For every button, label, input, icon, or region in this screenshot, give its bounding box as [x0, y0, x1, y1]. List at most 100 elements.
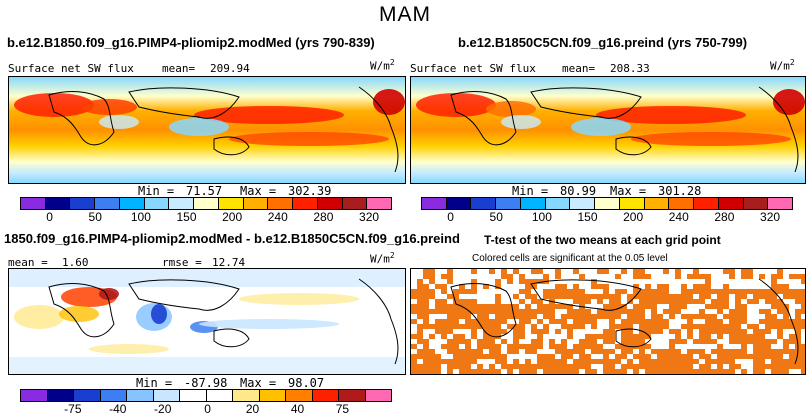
ttest-significant-cell	[537, 339, 543, 344]
ttest-significant-cell	[531, 269, 537, 274]
ttest-significant-cell	[681, 314, 687, 319]
ttest-significant-cell	[759, 369, 765, 374]
ttest-significant-cell	[657, 319, 663, 324]
ttest-significant-cell	[483, 339, 489, 344]
ttest-significant-cell	[765, 299, 771, 304]
ttest-significant-cell	[555, 364, 561, 369]
ttest-coast-africa-europe	[450, 283, 517, 338]
ttest-significant-cell	[447, 339, 453, 344]
ttest-significant-cell	[687, 289, 693, 294]
ttest-significant-cell	[537, 364, 543, 369]
ttest-significant-cell	[591, 319, 597, 324]
ttest-significant-cell	[789, 274, 795, 279]
ttest-significant-cell	[501, 269, 507, 274]
ttest-significant-cell	[525, 359, 531, 364]
ttest-significant-cell	[777, 299, 783, 304]
ttest-significant-cell	[477, 364, 483, 369]
ttest-significant-cell	[429, 274, 435, 279]
diff-map-svg	[9, 269, 405, 374]
ttest-significant-cell	[567, 324, 573, 329]
ttest-significant-cell	[663, 319, 669, 324]
case2-max-label: Max =	[610, 184, 647, 198]
case1-map	[8, 76, 406, 184]
colorbar-tick-label: 20	[245, 402, 260, 416]
ttest-significant-cell	[609, 299, 615, 304]
ttest-significant-cell	[561, 364, 567, 369]
ttest-significant-cell	[759, 339, 765, 344]
ttest-significant-cell	[669, 304, 675, 309]
diff-coast-asia	[128, 279, 240, 311]
ttest-significant-cell	[543, 294, 549, 299]
ttest-significant-cell	[729, 339, 735, 344]
ttest-significant-cell	[681, 339, 687, 344]
ttest-significant-cell	[447, 324, 453, 329]
ttest-significant-cell	[639, 364, 645, 369]
ttest-significant-cell	[471, 309, 477, 314]
ttest-significant-cell	[735, 334, 741, 339]
ttest-significant-cell	[441, 324, 447, 329]
ttest-significant-cell	[759, 359, 765, 364]
ttest-significant-cell	[723, 314, 729, 319]
ttest-significant-cell	[549, 294, 555, 299]
ttest-significant-cell	[777, 269, 783, 274]
ttest-significant-cell	[783, 344, 789, 349]
ttest-significant-cell	[561, 284, 567, 289]
ttest-significant-cell	[459, 289, 465, 294]
ttest-significant-cell	[495, 359, 501, 364]
ttest-significant-cell	[507, 304, 513, 309]
ttest-significant-cell	[471, 279, 477, 284]
ttest-significant-cell	[537, 334, 543, 339]
ttest-significant-cell	[435, 304, 441, 309]
ttest-significant-cell	[801, 279, 805, 284]
diff-mean-value: 1.60	[62, 256, 89, 269]
case2-high-south-pacific	[631, 132, 791, 146]
ttest-significant-cell	[453, 319, 459, 324]
ttest-significant-cell	[519, 279, 525, 284]
ttest-significant-cell	[783, 349, 789, 354]
ttest-significant-cell	[579, 299, 585, 304]
ttest-significant-cell	[699, 369, 705, 374]
colorbar-swatch	[496, 198, 521, 209]
ttest-significant-cell	[801, 309, 805, 314]
ttest-significant-cell	[519, 299, 525, 304]
diff-max-value: 98.07	[288, 376, 325, 390]
diff-mean-label: mean =	[8, 256, 48, 269]
ttest-significant-cell	[591, 314, 597, 319]
ttest-significant-cell	[561, 354, 567, 359]
colorbar-swatch	[619, 198, 645, 209]
ttest-significant-cell	[723, 349, 729, 354]
ttest-significant-cell	[633, 294, 639, 299]
ttest-significant-cell	[675, 349, 681, 354]
ttest-significant-cell	[471, 369, 477, 374]
ttest-significant-cell	[681, 289, 687, 294]
ttest-significant-cell	[741, 314, 747, 319]
case2-coast-australia	[615, 136, 652, 156]
ttest-significant-cell	[567, 369, 573, 374]
case2-coast-africa-europe	[450, 91, 517, 146]
ttest-significant-cell	[771, 284, 777, 289]
diff-max-label: Max =	[240, 376, 277, 390]
ttest-significant-cell	[771, 279, 777, 284]
ttest-significant-cell	[771, 299, 777, 304]
ttest-significant-cell	[465, 344, 471, 349]
ttest-significant-cell	[633, 339, 639, 344]
ttest-significant-cell	[795, 294, 801, 299]
ttest-significant-cell	[513, 314, 519, 319]
ttest-significant-cell	[681, 324, 687, 329]
ttest-significant-cell	[711, 289, 717, 294]
diff-coast-africa-europe	[48, 283, 115, 338]
ttest-significant-cell	[423, 274, 429, 279]
ttest-significant-cell	[465, 289, 471, 294]
ttest-significant-cell	[735, 319, 741, 324]
case1-low-central-africa	[99, 115, 139, 129]
ttest-significant-cell	[477, 309, 483, 314]
ttest-significant-cell	[801, 299, 805, 304]
ttest-significant-cell	[429, 359, 435, 364]
ttest-significant-cell	[621, 339, 627, 344]
ttest-significant-cell	[435, 299, 441, 304]
ttest-significant-cell	[447, 359, 453, 364]
case1-high-south-pacific	[229, 132, 389, 146]
ttest-significant-cell	[579, 344, 585, 349]
ttest-significant-cell	[465, 339, 471, 344]
case1-max-value: 302.39	[288, 184, 332, 198]
